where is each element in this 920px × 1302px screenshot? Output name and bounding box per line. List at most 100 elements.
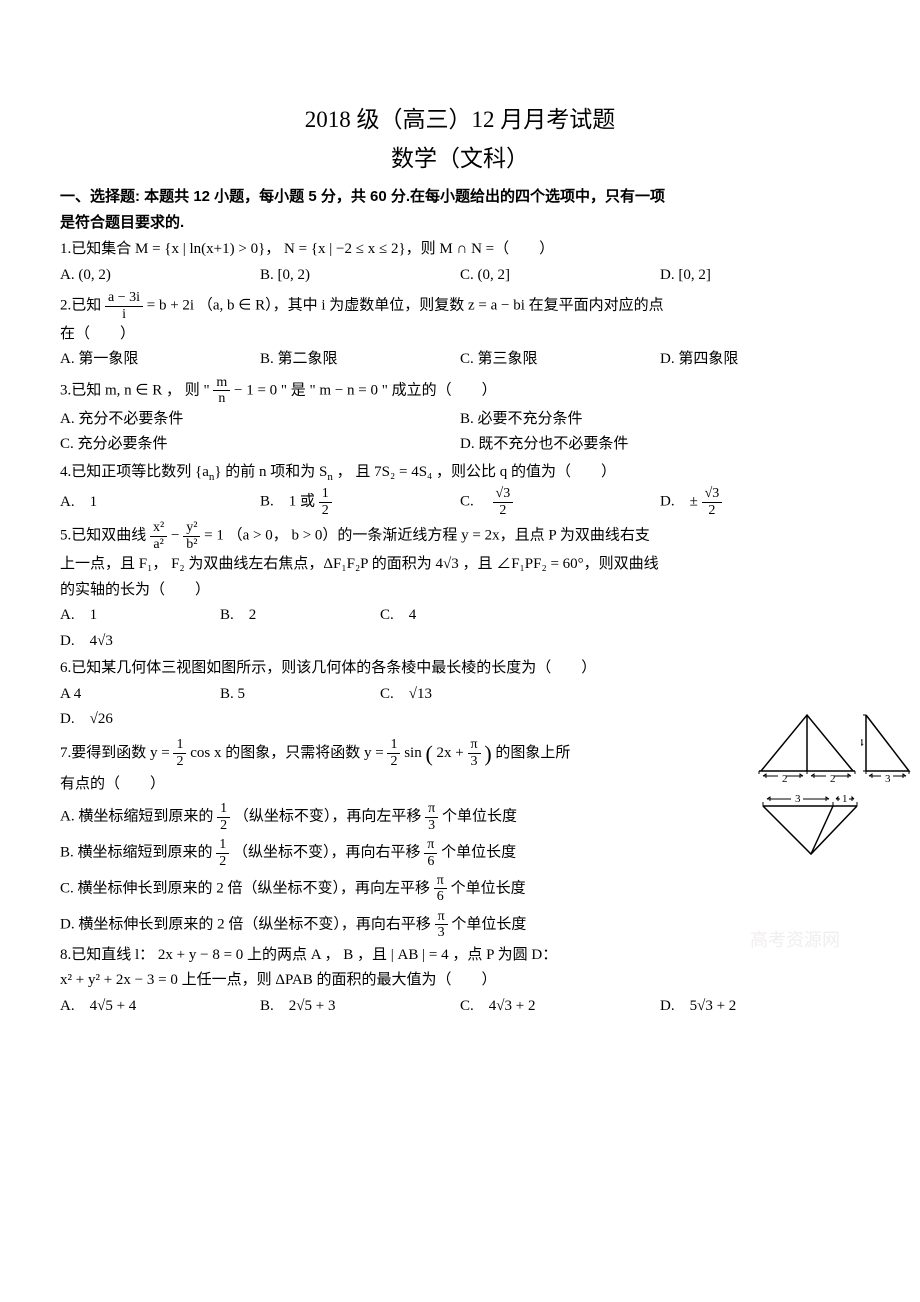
q7-c-pre: C. 横坐标伸长到原来的 2 倍（纵坐标不变），再向左平移 — [60, 880, 434, 896]
q4-stem: 4.已知正项等比数列 {an} 的前 n 项和为 Sn ， 且 7S₂ = 4S… — [60, 460, 860, 487]
top-view-icon: 3 1 — [757, 790, 867, 860]
top-view-dim-left: 3 — [795, 793, 801, 805]
q4-c-pre: C. — [460, 494, 489, 510]
q1-opt-b: B. [0, 2) — [260, 263, 460, 289]
q7-a-pre: A. 横坐标缩短到原来的 — [60, 809, 217, 825]
q8-line2: x² + y² + 2x − 3 = 0 上任一点，则 ΔPAB 的面积的最大值… — [60, 968, 860, 994]
section-1-heading-line-2: 是符合题目要求的. — [60, 210, 860, 236]
q4-opt-b: B. 1 或 12 — [260, 486, 460, 518]
q3-opt-a: A. 充分不必要条件 — [60, 407, 460, 433]
q3-opt-c: C. 充分必要条件 — [60, 432, 460, 458]
q6-opt-c: C. √13 — [380, 682, 540, 708]
q6-opt-d: D. √26 — [60, 707, 220, 733]
q7-b-post: 个单位长度 — [441, 845, 516, 861]
q8-opt-b: B. 2√5 + 3 — [260, 994, 460, 1020]
question-6: 6.已知某几何体三视图如图所示，则该几何体的各条棱中最长棱的长度为（ ） A 4… — [60, 656, 700, 733]
q7-b-f-den: 2 — [216, 854, 229, 869]
top-view-dim-right: 1 — [842, 793, 848, 805]
q7-sin: sin — [404, 745, 422, 761]
q7-c-f-num: π — [434, 873, 447, 889]
q5-line2: 上一点，且 F₁， F₂ 为双曲线左右焦点，ΔF₁F₂P 的面积为 4√3 ，且… — [60, 552, 860, 578]
front-view-dim-left: 2 — [782, 773, 788, 785]
q7-opt-c: C. 横坐标伸长到原来的 2 倍（纵坐标不变），再向左平移 π6 个单位长度 — [60, 873, 700, 905]
q5-opt-d: D. 4√3 — [60, 629, 220, 655]
q7-line1: 7.要得到函数 y = 12 cos x 的图象，只需将函数 y = 12 si… — [60, 735, 700, 772]
q7-l1-mid: cos x 的图象，只需将函数 y = — [190, 745, 387, 761]
q4-d-den: 2 — [702, 503, 723, 518]
q4-opt-a: A. 1 — [60, 490, 260, 516]
q7-l1-pre: 7.要得到函数 y = — [60, 745, 173, 761]
q4-opt-d: D. ± √32 — [660, 486, 860, 518]
q3-pre: 3.已知 m, n ∈ R ， 则 " — [60, 382, 213, 398]
q2-opt-d: D. 第四象限 — [660, 347, 860, 373]
question-5: 5.已知双曲线 x²a² − y²b² = 1 （a > 0， b > 0）的一… — [60, 520, 860, 654]
q5-l1-mid: − — [171, 528, 183, 544]
q4-d-num: √3 — [702, 486, 723, 502]
q7-d-f-num: π — [435, 909, 448, 925]
q7-d-f-den: 3 — [435, 925, 448, 940]
q7-b-f-num: 1 — [216, 837, 229, 853]
q8-opt-a: A. 4√5 + 4 — [60, 994, 260, 1020]
q4-stem-mid: } 的前 n 项和为 S — [214, 464, 327, 480]
q7-a-f2-num: π — [425, 801, 438, 817]
q7-opt-b: B. 横坐标缩短到原来的 12 （纵坐标不变），再向右平移 π6 个单位长度 — [60, 837, 700, 869]
q7-f2-den: 2 — [387, 754, 400, 769]
q7-b-f2-num: π — [424, 837, 437, 853]
question-3: 3.已知 m, n ∈ R ， 则 " m n − 1 = 0 " 是 " m … — [60, 375, 860, 458]
q7-inner: 2x + — [437, 745, 468, 761]
q7-f2-num: 1 — [387, 737, 400, 753]
q5-opt-c: C. 4 — [380, 603, 540, 629]
q7-paren-open: ( — [425, 741, 432, 766]
q7-line2: 有点的（ ） — [60, 772, 700, 798]
q2-frac-den: i — [105, 307, 143, 322]
q1-opt-d: D. [0, 2] — [660, 263, 860, 289]
q7-b-f2-den: 6 — [424, 854, 437, 869]
doc-title-line-2: 数学（文科） — [60, 139, 860, 178]
q2-opt-b: B. 第二象限 — [260, 347, 460, 373]
q2-stem: 2.已知 a − 3i i = b + 2i （a, b ∈ R），其中 i 为… — [60, 290, 860, 322]
q5-f2-num: y² — [183, 520, 200, 536]
q7-opt-d: D. 横坐标伸长到原来的 2 倍（纵坐标不变），再向右平移 π3 个单位长度 — [60, 909, 700, 941]
q7-d-pre: D. 横坐标伸长到原来的 2 倍（纵坐标不变），再向右平移 — [60, 916, 435, 932]
q8-line1: 8.已知直线 l： 2x + y − 8 = 0 上的两点 A ， B ，且 |… — [60, 943, 860, 969]
q4-b-pre: B. 1 或 — [260, 494, 319, 510]
q5-l1-pre: 5.已知双曲线 — [60, 528, 150, 544]
q7-a-f-num: 1 — [217, 801, 230, 817]
front-view-icon: 2 2 — [757, 710, 857, 786]
side-view-icon: 4 3 — [861, 710, 916, 786]
q5-opt-a: A. 1 — [60, 603, 220, 629]
q6-opt-b: B. 5 — [220, 682, 380, 708]
q8-opt-c: C. 4√3 + 2 — [460, 994, 660, 1020]
q7-b-pre: B. 横坐标缩短到原来的 — [60, 845, 216, 861]
q2-fraction: a − 3i i — [105, 290, 143, 322]
q7-opt-a: A. 横坐标缩短到原来的 12 （纵坐标不变），再向左平移 π3 个单位长度 — [60, 801, 700, 833]
q5-line3: 的实轴的长为（ ） — [60, 578, 860, 604]
q5-f1-den: a² — [150, 537, 167, 552]
q4-c-den: 2 — [493, 503, 514, 518]
q5-line1: 5.已知双曲线 x²a² − y²b² = 1 （a > 0， b > 0）的一… — [60, 520, 860, 552]
q2-line2: 在（ ） — [60, 322, 860, 348]
q3-opt-b: B. 必要不充分条件 — [460, 407, 860, 433]
q4-stem-pre: 4.已知正项等比数列 {a — [60, 464, 209, 480]
q7-a-post: 个单位长度 — [442, 809, 517, 825]
q5-opt-b: B. 2 — [220, 603, 380, 629]
q7-b-mid: （纵坐标不变），再向右平移 — [233, 845, 424, 861]
q2-pre: 2.已知 — [60, 298, 105, 314]
question-1: 1.已知集合 M = {x | ln(x+1) > 0}， N = {x | −… — [60, 237, 860, 288]
q7-a-f2-den: 3 — [425, 818, 438, 833]
q2-opt-a: A. 第一象限 — [60, 347, 260, 373]
q5-l1-post: = 1 （a > 0， b > 0）的一条渐近线方程 y = 2x，且点 P 为… — [204, 528, 650, 544]
three-view-figures: 2 2 4 3 3 1 — [757, 710, 917, 864]
q1-opt-a: A. (0, 2) — [60, 263, 260, 289]
front-view-dim-right: 2 — [830, 773, 836, 785]
q3-fraction: m n — [213, 375, 230, 407]
question-2: 2.已知 a − 3i i = b + 2i （a, b ∈ R），其中 i 为… — [60, 290, 860, 373]
q2-mid: = b + 2i （a, b ∈ R），其中 i 为虚数单位，则复数 z = a… — [147, 298, 664, 314]
watermark-text: 高考资源网 — [750, 925, 840, 956]
q6-opt-a: A 4 — [60, 682, 220, 708]
q4-opt-c: C. √32 — [460, 486, 660, 518]
q4-b-num: 1 — [319, 486, 332, 502]
side-view-base: 3 — [885, 773, 891, 785]
q4-d-pre: D. ± — [660, 494, 702, 510]
q3-frac-den: n — [213, 391, 230, 406]
